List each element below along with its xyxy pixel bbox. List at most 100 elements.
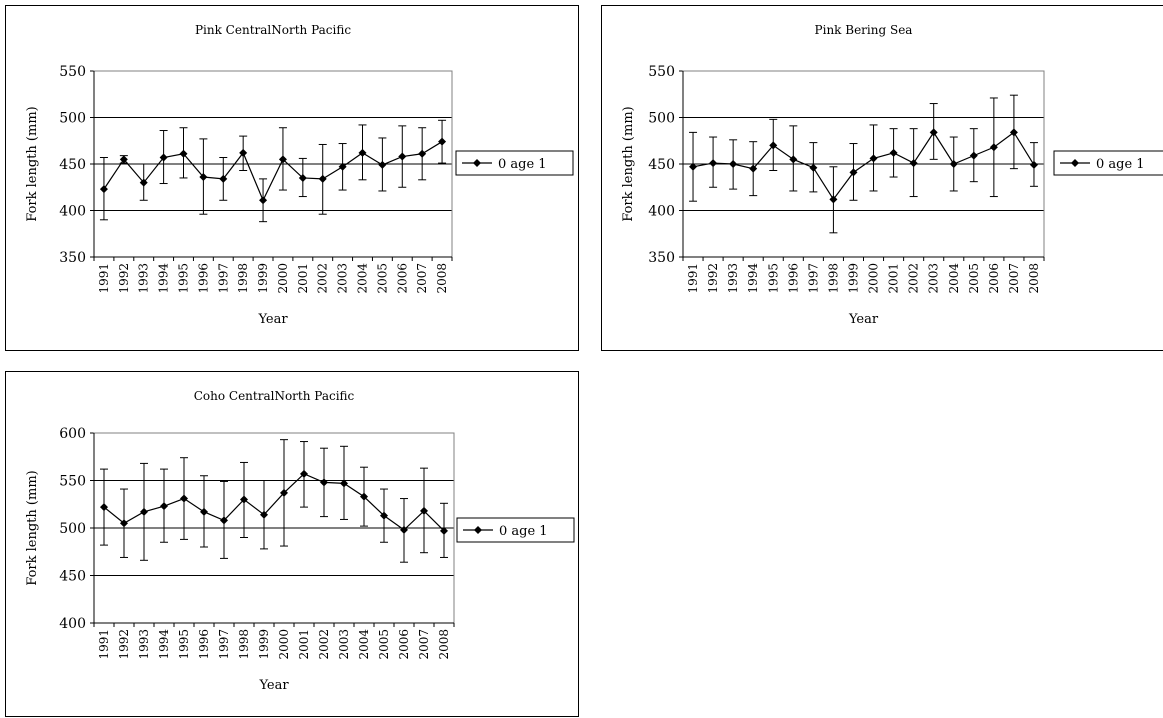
y-axis-label: Fork length (mm): [25, 470, 40, 585]
y-tick-label: 500: [648, 111, 675, 127]
x-axis-label: Year: [258, 678, 289, 693]
x-tick-label: 2000: [276, 263, 290, 294]
chart-svg: Coho CentralNorth Pacific 400 450 500 550 600…: [6, 372, 580, 718]
y-tick-label: 450: [648, 157, 675, 173]
legend: 0 age 1: [457, 518, 574, 542]
x-tick-label: 1997: [217, 629, 231, 660]
x-tick-label: 1995: [766, 263, 780, 294]
x-tick-label: 2007: [415, 263, 429, 294]
x-tick-label: 1991: [97, 263, 111, 294]
x-tick-label: 2001: [887, 263, 901, 294]
data-point: [100, 185, 108, 193]
x-tick-label: 1998: [236, 263, 250, 294]
x-tick-label: 2006: [987, 263, 1001, 294]
x-tick-label: 1996: [786, 263, 800, 294]
data-point: [789, 155, 797, 163]
x-tick-label: 1998: [826, 263, 840, 294]
x-tick-label: 2005: [375, 263, 389, 294]
x-tick-label: 1999: [256, 263, 270, 294]
x-tick-label: 2004: [356, 263, 370, 294]
x-tick-label: 2004: [357, 629, 371, 660]
data-point: [950, 160, 958, 168]
data-point: [438, 138, 446, 146]
y-tick-label: 500: [59, 111, 86, 127]
y-tick-label: 550: [59, 474, 86, 490]
y-axis-label: Fork length (mm): [621, 106, 636, 221]
data-point: [359, 149, 367, 157]
legend: 0 age 1: [1054, 151, 1163, 175]
data-point: [890, 149, 898, 157]
chart-title: Pink Bering Sea: [815, 23, 913, 37]
y-tick-label: 600: [59, 426, 86, 442]
x-tick-label: 2001: [296, 263, 310, 294]
x-tick-label: 1992: [706, 263, 720, 294]
x-tick-label: 2002: [317, 629, 331, 660]
legend-label: 0 age 1: [498, 157, 547, 172]
y-tick-label: 400: [648, 204, 675, 220]
x-tick-label: 1992: [117, 263, 131, 294]
x-tick-label: 2002: [907, 263, 921, 294]
y-tick-label: 550: [59, 64, 86, 80]
x-tick-label: 1995: [177, 263, 191, 294]
data-point: [910, 159, 918, 167]
chart-panel-pink-central-north-pacific: Pink CentralNorth Pacific 350 400 450 500 550…: [5, 5, 579, 351]
series-line: [104, 474, 444, 531]
data-point: [259, 196, 267, 204]
y-tick-label: 400: [59, 616, 86, 632]
chart-svg: Pink Bering Sea 350 400 450 500 550 1991 1992 19…: [602, 6, 1163, 352]
chart-panel-pink-bering-sea: Pink Bering Sea 350 400 450 500 550 1991 1992 19…: [601, 5, 1163, 351]
x-tick-label: 1992: [117, 629, 131, 660]
x-tick-label: 1994: [157, 263, 171, 294]
data-point: [729, 160, 737, 168]
legend-label: 0 age 1: [1096, 157, 1145, 172]
x-tick-label: 1997: [216, 263, 230, 294]
x-tick-label: 1994: [746, 263, 760, 294]
x-tick-label: 1993: [726, 263, 740, 294]
data-point: [709, 159, 717, 167]
x-tick-label: 1991: [97, 629, 111, 660]
x-tick-label: 2005: [967, 263, 981, 294]
x-tick-label: 1996: [197, 629, 211, 660]
series-line: [693, 132, 1034, 199]
y-axis-label: Fork length (mm): [25, 106, 40, 221]
legend: 0 age 1: [456, 151, 573, 175]
series-line: [104, 142, 442, 201]
x-tick-label: 2000: [867, 263, 881, 294]
x-tick-label: 2008: [437, 629, 451, 660]
x-tick-label: 2003: [337, 629, 351, 660]
legend-label: 0 age 1: [499, 524, 548, 539]
x-tick-label: 1993: [137, 629, 151, 660]
data-point: [378, 161, 386, 169]
data-point: [930, 128, 938, 136]
x-tick-label: 1996: [196, 263, 210, 294]
x-tick-label: 2003: [927, 263, 941, 294]
chart-panel-coho-central-north-pacific: Coho CentralNorth Pacific 400 450 500 550 600…: [5, 371, 579, 717]
x-tick-label: 1998: [237, 629, 251, 660]
y-tick-label: 550: [648, 64, 675, 80]
x-tick-label: 2002: [316, 263, 330, 294]
x-tick-label: 2000: [277, 629, 291, 660]
y-tick-label: 450: [59, 157, 86, 173]
data-point: [1030, 161, 1038, 169]
x-tick-label: 1997: [806, 263, 820, 294]
data-point: [418, 150, 426, 158]
data-point: [200, 508, 208, 516]
data-point: [140, 508, 148, 516]
x-tick-label: 1999: [257, 629, 271, 660]
x-tick-label: 2007: [417, 629, 431, 660]
chart-title: Pink CentralNorth Pacific: [195, 23, 351, 37]
x-tick-label: 2008: [435, 263, 449, 294]
y-tick-label: 350: [59, 250, 86, 266]
x-tick-label: 1999: [846, 263, 860, 294]
x-tick-label: 1994: [157, 629, 171, 660]
x-tick-label: 2006: [395, 263, 409, 294]
chart-title: Coho CentralNorth Pacific: [194, 389, 355, 403]
data-point: [320, 478, 328, 486]
data-point: [180, 495, 188, 503]
x-tick-label: 2003: [336, 263, 350, 294]
data-point: [870, 154, 878, 162]
x-tick-label: 1995: [177, 629, 191, 660]
x-tick-label: 2001: [297, 629, 311, 660]
data-point: [319, 175, 327, 183]
x-tick-label: 2007: [1007, 263, 1021, 294]
